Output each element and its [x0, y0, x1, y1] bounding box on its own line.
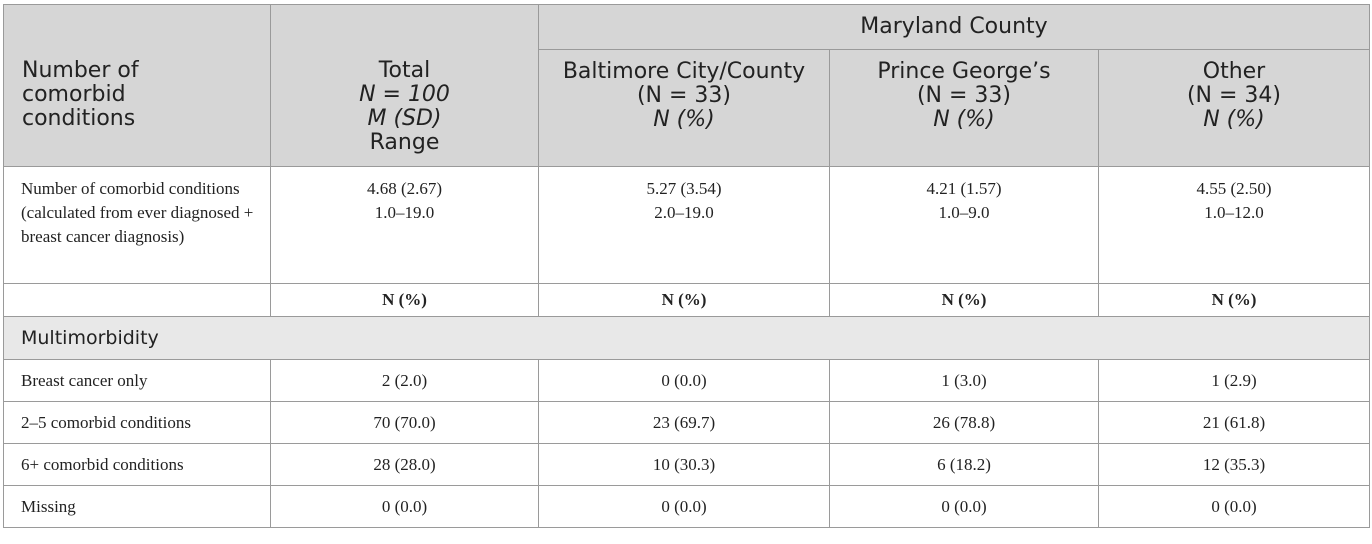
- table-cell: 6 (18.2): [829, 443, 1099, 486]
- table-cell: 0 (0.0): [538, 359, 830, 402]
- table-cell: 0 (0.0): [1098, 485, 1370, 528]
- cell-range: 1.0–12.0: [1204, 203, 1264, 222]
- table-cell: 1 (3.0): [829, 359, 1099, 402]
- section-row: Multimorbidity: [3, 316, 1370, 360]
- cell-mean: 4.21 (1.57): [926, 179, 1002, 198]
- table-cell: 0 (0.0): [270, 485, 539, 528]
- row-label: 6+ comorbid conditions: [3, 443, 271, 486]
- header-line: Range: [369, 130, 440, 155]
- header-line: N = 100: [359, 82, 450, 107]
- table-cell: 0 (0.0): [829, 485, 1099, 528]
- table-cell: 2 (2.0): [270, 359, 539, 402]
- header-line: M (SD): [367, 106, 442, 131]
- header-line: Number of: [22, 58, 139, 83]
- table-cell: 28 (28.0): [270, 443, 539, 486]
- section-label-multimorbidity: Multimorbidity: [3, 316, 1370, 360]
- header-line: N (%): [1203, 107, 1265, 132]
- header-line: comorbid: [22, 82, 126, 107]
- comorbidity-table: Number of comorbid conditions Total N = …: [3, 4, 1370, 528]
- row-label: Breast cancer only: [3, 359, 271, 402]
- row-label-header: Number of comorbid conditions: [3, 4, 271, 167]
- header-line: Baltimore City/County: [562, 59, 806, 84]
- table-cell: 5.27 (3.54) 2.0–19.0: [538, 166, 830, 284]
- header-line: N (%): [933, 107, 995, 132]
- header-line: Prince George’s: [877, 59, 1051, 84]
- table-cell: 70 (70.0): [270, 401, 539, 444]
- table-row: Number of comorbid conditions (calculate…: [3, 166, 1370, 284]
- row-label: Number of comorbid conditions (calculate…: [3, 166, 271, 284]
- table-row: N (%) N (%) N (%) N (%): [3, 283, 1370, 317]
- group-header-maryland-county: Maryland County: [538, 4, 1370, 50]
- table-cell: 0 (0.0): [538, 485, 830, 528]
- header-line: N (%): [653, 107, 715, 132]
- col-header-other: Other (N = 34) N (%): [1098, 49, 1370, 167]
- table-row: Missing 0 (0.0) 0 (0.0) 0 (0.0) 0 (0.0): [3, 485, 1370, 528]
- table-cell: 10 (30.3): [538, 443, 830, 486]
- col-header-baltimore: Baltimore City/County (N = 33) N (%): [538, 49, 830, 167]
- table-cell: 21 (61.8): [1098, 401, 1370, 444]
- header-line: (N = 33): [916, 83, 1012, 108]
- table-cell: 26 (78.8): [829, 401, 1099, 444]
- table-row: 6+ comorbid conditions 28 (28.0) 10 (30.…: [3, 443, 1370, 486]
- row-label: 2–5 comorbid conditions: [3, 401, 271, 444]
- table-row: 2–5 comorbid conditions 70 (70.0) 23 (69…: [3, 401, 1370, 444]
- table-cell: 4.21 (1.57) 1.0–9.0: [829, 166, 1099, 284]
- cell-mean: 4.55 (2.50): [1196, 179, 1272, 198]
- cell-range: 1.0–19.0: [374, 203, 435, 222]
- table-row: Breast cancer only 2 (2.0) 0 (0.0) 1 (3.…: [3, 359, 1370, 402]
- row-label: Missing: [3, 485, 271, 528]
- table-cell: 4.55 (2.50) 1.0–12.0: [1098, 166, 1370, 284]
- cell-mean: 4.68 (2.67): [366, 179, 443, 198]
- table-cell: 23 (69.7): [538, 401, 830, 444]
- col-header-total: Total N = 100 M (SD) Range: [270, 4, 539, 167]
- row-label: [3, 283, 271, 317]
- table-cell: N (%): [270, 283, 539, 317]
- header-line: Other: [1202, 59, 1266, 84]
- header-line: (N = 34): [1186, 83, 1282, 108]
- table-cell: N (%): [538, 283, 830, 317]
- cell-range: 1.0–9.0: [938, 203, 990, 222]
- col-header-prince-georges: Prince George’s (N = 33) N (%): [829, 49, 1099, 167]
- header-line: (N = 33): [636, 83, 732, 108]
- table-cell: 4.68 (2.67) 1.0–19.0: [270, 166, 539, 284]
- table-cell: 1 (2.9): [1098, 359, 1370, 402]
- header-line: Total: [378, 58, 431, 83]
- table-cell: N (%): [1098, 283, 1370, 317]
- cell-mean: 5.27 (3.54): [646, 179, 722, 198]
- table-cell: 12 (35.3): [1098, 443, 1370, 486]
- table-cell: N (%): [829, 283, 1099, 317]
- header-line: conditions: [22, 106, 136, 131]
- cell-range: 2.0–19.0: [654, 203, 714, 222]
